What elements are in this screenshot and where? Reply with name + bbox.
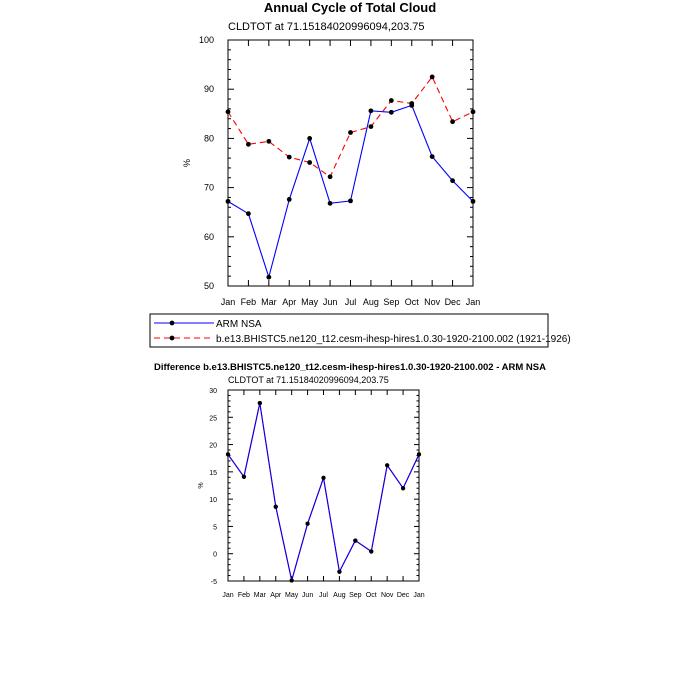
series-2-point xyxy=(337,569,342,574)
y-tick-label: 10 xyxy=(209,497,217,504)
x-tick-label: Sep xyxy=(349,592,362,599)
series-1-point xyxy=(470,198,476,204)
series-2-point xyxy=(225,109,231,115)
y-axis-label: % xyxy=(198,482,205,488)
chart-subtitle: CLDTOT at 71.15184020996094,203.75 xyxy=(228,21,425,33)
series-2-point xyxy=(286,154,292,160)
series-2-point xyxy=(409,101,415,106)
series-2-point xyxy=(307,160,313,165)
x-tick-label: Jun xyxy=(323,297,338,307)
x-tick-label: Aug xyxy=(363,297,379,307)
y-tick-label: 80 xyxy=(204,133,214,143)
chart-1: Annual Cycle of Total Cloud CLDTOT at 71.… xyxy=(149,0,571,348)
x-tick-label: Jan xyxy=(222,592,233,599)
y-axis-label: % xyxy=(182,159,192,167)
x-tick-label: Oct xyxy=(366,592,377,599)
y-tick-label: 20 xyxy=(209,443,217,450)
y-tick-label: 100 xyxy=(199,35,214,45)
series-line-2 xyxy=(227,402,420,581)
series-1-point xyxy=(429,154,435,160)
series-1-point xyxy=(246,211,251,217)
x-tick-label: Jan xyxy=(221,297,236,307)
series-2-point xyxy=(305,521,310,526)
series-2-point xyxy=(353,538,358,543)
series-1-point xyxy=(307,136,313,141)
series-2-point xyxy=(369,549,374,554)
x-tick-label: Jun xyxy=(302,592,313,599)
legend-marker-2 xyxy=(169,335,175,341)
plot-frame xyxy=(227,39,474,287)
y-tick-label: 70 xyxy=(204,183,214,193)
y-tick-label: 50 xyxy=(204,281,214,291)
x-tick-label: Apr xyxy=(282,297,296,307)
y-tick-label: 5 xyxy=(213,524,217,531)
series-1-point xyxy=(368,108,374,114)
x-tick-label: Mar xyxy=(254,592,267,599)
x-tick-label: May xyxy=(285,592,299,599)
series-1-point xyxy=(327,200,333,206)
series-line-1 xyxy=(227,402,420,581)
x-tick-label: Sep xyxy=(383,297,399,307)
series-2-point xyxy=(385,463,390,468)
series-2-point xyxy=(470,109,476,115)
series-2-point xyxy=(266,138,272,144)
series-1-point xyxy=(225,198,231,204)
x-tick-label: Jul xyxy=(345,297,357,307)
x-tick-label: Jul xyxy=(319,592,328,599)
x-tick-label: Aug xyxy=(333,592,346,599)
x-tick-label: Jan xyxy=(466,297,481,307)
series-1-point xyxy=(266,274,272,280)
series-2-point xyxy=(450,119,455,125)
series-2-point xyxy=(348,130,353,135)
series-2-point xyxy=(273,504,278,509)
series-2-point xyxy=(400,486,406,491)
series-1-point xyxy=(286,197,292,202)
chart-2: Difference b.e13.BHISTC5.ne120_t12.cesm-… xyxy=(154,362,546,599)
x-tick-label: Mar xyxy=(261,297,277,307)
series-2-point xyxy=(368,124,374,129)
legend-box xyxy=(149,313,549,348)
series-2-point xyxy=(246,141,251,147)
x-tick-label: Oct xyxy=(405,297,420,307)
legend-label-2: b.e13.BHISTC5.ne120_t12.cesm-ihesp-hires… xyxy=(216,334,571,345)
series-2-point xyxy=(321,475,326,480)
y-tick-label: 25 xyxy=(209,415,217,422)
x-tick-label: Nov xyxy=(381,592,394,599)
y-tick-label: -5 xyxy=(211,579,217,586)
series-2-point xyxy=(416,452,422,457)
legend-marker-1 xyxy=(169,320,175,326)
y-tick-label: 15 xyxy=(209,470,217,477)
legend: ARM NSA b.e13.BHISTC5.ne120_t12.cesm-ihes… xyxy=(149,313,571,348)
y-tick-label: 90 xyxy=(204,84,214,94)
series-2-point xyxy=(225,452,231,457)
x-tick-label: Dec xyxy=(445,297,462,307)
y-tick-label: 0 xyxy=(213,552,217,559)
series-2-point xyxy=(327,174,333,180)
chart-title: Annual Cycle of Total Cloud xyxy=(264,0,436,15)
series-2-point xyxy=(429,74,435,80)
series-1-point xyxy=(388,109,394,115)
series-2-point xyxy=(257,400,262,406)
y-tick-label: 30 xyxy=(209,388,217,395)
legend-label-1: ARM NSA xyxy=(216,319,262,330)
series-2-point xyxy=(289,578,294,583)
y-tick-label: 60 xyxy=(204,232,214,242)
x-tick-label: Nov xyxy=(424,297,441,307)
x-tick-label: Feb xyxy=(241,297,257,307)
chart-subtitle: CLDTOT at 71.15184020996094,203.75 xyxy=(228,375,389,385)
x-tick-label: Jan xyxy=(413,592,424,599)
x-tick-label: Apr xyxy=(270,592,282,599)
x-tick-label: Dec xyxy=(397,592,410,599)
x-tick-label: May xyxy=(301,297,319,307)
series-2-point xyxy=(388,98,394,103)
series-2-point xyxy=(241,474,247,479)
x-tick-label: Feb xyxy=(238,592,250,599)
series-1-point xyxy=(348,198,353,204)
chart-title: Difference b.e13.BHISTC5.ne120_t12.cesm-… xyxy=(154,362,546,373)
series-1-point xyxy=(450,178,455,184)
